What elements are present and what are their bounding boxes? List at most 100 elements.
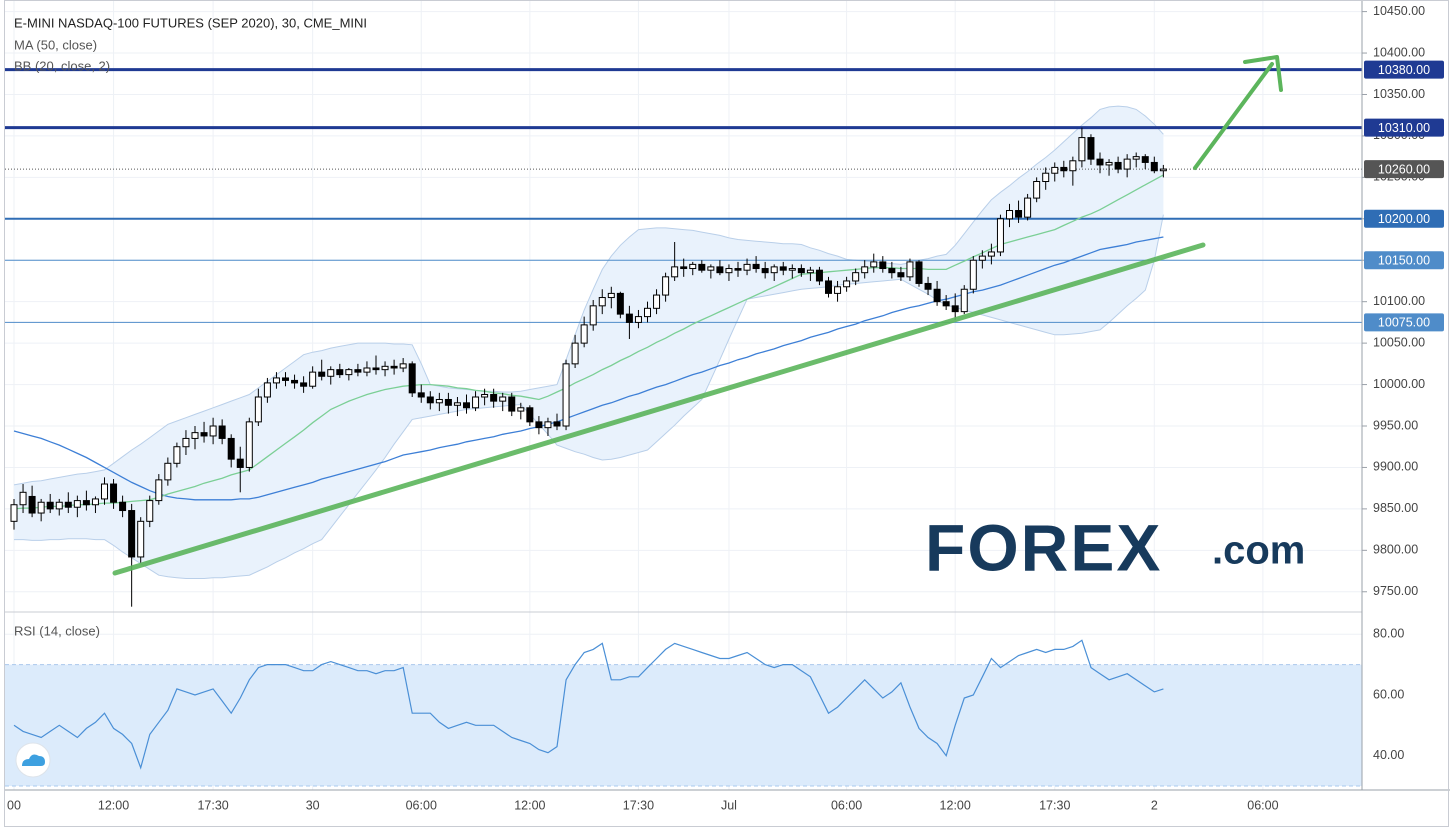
rsi-pane (5, 639, 1362, 787)
candle-body (453, 402, 461, 406)
candle-body (671, 266, 679, 278)
candle-body (1051, 166, 1059, 174)
rsi-line (13, 639, 1164, 770)
candle-body (969, 259, 977, 290)
y-tick-label: 10400.00 (1373, 45, 1425, 59)
candle-body (662, 276, 670, 296)
candle-body (155, 479, 163, 502)
candle-body (544, 421, 552, 429)
price-label: 10380.00 (1378, 63, 1430, 77)
candle-body (978, 255, 986, 261)
candle-body (843, 280, 851, 288)
y-tick-label: 10000.00 (1373, 377, 1425, 391)
candle-body (363, 367, 371, 373)
candle-body (1078, 137, 1086, 162)
candle-body (987, 251, 995, 257)
tv-logo (15, 742, 51, 778)
candle-body (508, 396, 516, 412)
candle-body (300, 382, 308, 387)
candle-body (1006, 210, 1013, 220)
candle-body (417, 392, 425, 398)
candle-body (933, 288, 941, 303)
candle-body (490, 394, 498, 402)
candle-body (653, 294, 661, 309)
price-label: 10200.00 (1378, 212, 1430, 226)
price-label: 10310.00 (1378, 121, 1430, 135)
candle-body (291, 379, 299, 384)
y-tick-label: 10350.00 (1373, 87, 1425, 101)
price-label-box (1364, 251, 1444, 270)
candle-body (707, 266, 715, 271)
candle-body (1042, 172, 1050, 183)
candle-body (209, 425, 217, 437)
x-tick-label: 12:00 (514, 798, 545, 812)
arrow-shaft (1193, 62, 1274, 170)
candle-body (318, 371, 326, 377)
candle-body (834, 286, 842, 294)
overlay: E-MINI NASDAQ-100 FUTURES (SEP 2020), 30… (4, 0, 1450, 827)
candle-body (481, 394, 489, 398)
candle-body (752, 263, 760, 270)
candle-body (689, 263, 697, 270)
candle-body (182, 437, 190, 448)
candle-body (517, 407, 525, 412)
x-tick-label: 12:00 (940, 798, 971, 812)
candle-body (1105, 161, 1113, 166)
candle-body (589, 305, 597, 326)
candle-body (879, 261, 887, 270)
candle-body (852, 272, 860, 282)
candle-body (245, 421, 253, 468)
candle-body (236, 458, 244, 468)
candle-body (861, 266, 869, 274)
rsi-tick-label: 80.00 (1373, 627, 1404, 641)
bb-lower (14, 214, 1164, 579)
candle-body (37, 501, 45, 514)
candle-body (571, 342, 579, 365)
candle-body (1060, 166, 1068, 172)
x-tick-label: 17:30 (1039, 798, 1070, 812)
price-label: 10150.00 (1378, 254, 1430, 268)
candle-body (960, 288, 968, 313)
candle-body (1150, 161, 1158, 172)
candle-body (110, 483, 118, 503)
candle-body (788, 268, 796, 271)
legend-entry: MA (50, close) (14, 37, 97, 52)
candle-body (680, 266, 688, 270)
candle-body (634, 316, 642, 323)
candle-body (924, 282, 932, 290)
candle-body (64, 501, 72, 508)
candle-body (725, 268, 733, 274)
candle-body (1069, 160, 1077, 172)
candle-body (598, 297, 606, 307)
rsi-tick-label: 60.00 (1373, 687, 1404, 701)
logo-suffix: .com (1212, 529, 1305, 573)
candle-body (1114, 161, 1122, 170)
candle-body (73, 500, 81, 508)
price-label-box (1364, 209, 1444, 228)
candle-body (562, 363, 570, 427)
candle-body (426, 396, 434, 404)
chart-title: E-MINI NASDAQ-100 FUTURES (SEP 2020), 30… (14, 15, 367, 30)
x-tick-label: 06:00 (1247, 798, 1278, 812)
candle-body (101, 483, 108, 500)
y-tick-label: 9950.00 (1373, 418, 1418, 432)
candle-body (942, 301, 950, 307)
price-label: 10075.00 (1378, 316, 1430, 330)
candle-body (128, 510, 136, 558)
bb-upper (13, 105, 1164, 486)
candle-body (119, 501, 127, 512)
logo-main: FOREX (925, 510, 1162, 584)
price-label-box (1364, 60, 1444, 79)
frame (4, 0, 1449, 827)
candle-body (870, 261, 878, 268)
x-tick-label: 2 (1151, 798, 1158, 812)
candle-body (1132, 156, 1140, 160)
rsi-tick-label: 40.00 (1373, 748, 1404, 762)
candle-body (399, 363, 407, 369)
candle-body (1096, 158, 1104, 166)
candle-body (472, 396, 480, 409)
y-tick-label: 9750.00 (1373, 584, 1418, 598)
candle-body (734, 268, 742, 271)
x-tick-label: 06:00 (831, 798, 862, 812)
